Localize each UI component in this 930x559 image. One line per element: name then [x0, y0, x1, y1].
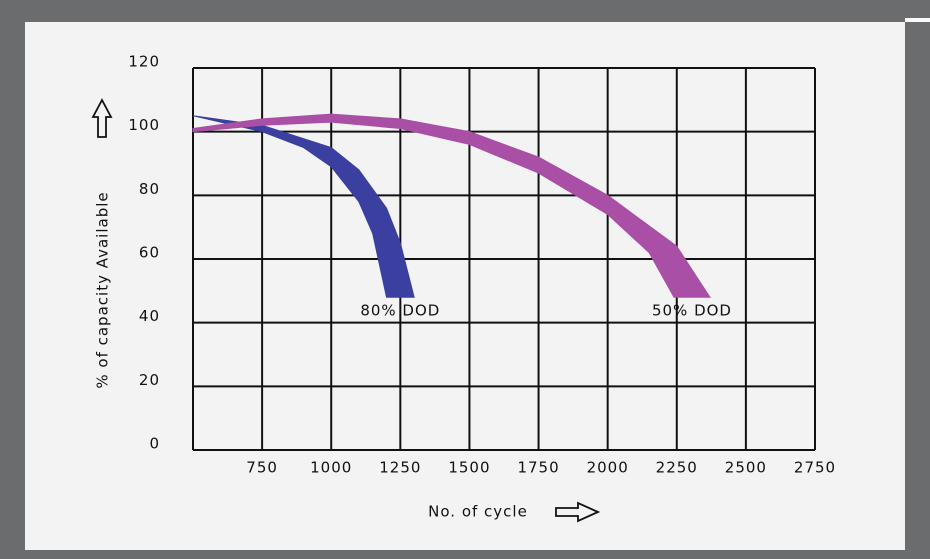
y-arrow: [91, 98, 113, 138]
panel: [25, 22, 905, 550]
y-tick-label: 60: [139, 244, 160, 262]
y-tick-label: 20: [139, 371, 160, 389]
x-tick-label: 1750: [517, 459, 559, 477]
y-tick-label: 40: [139, 307, 160, 325]
x-tick-label: 1500: [448, 459, 490, 477]
x-tick-label: 2750: [794, 459, 836, 477]
x-tick-label: 1000: [310, 459, 352, 477]
x-axis-label: No. of cycle: [428, 503, 528, 521]
series-label: 50% DOD: [652, 302, 732, 320]
x-tick-label: 750: [246, 459, 278, 477]
panel-edge: [905, 18, 930, 22]
x-tick-label: 2500: [725, 459, 767, 477]
y-tick-label: 0: [149, 435, 160, 453]
y-axis-label: % of capacity Available: [94, 191, 112, 388]
series-label: 80% DOD: [360, 302, 440, 320]
x-arrow: [555, 501, 601, 523]
x-tick-label: 2000: [587, 459, 629, 477]
band-area: [192, 115, 415, 298]
y-tick-label: 80: [139, 180, 160, 198]
band-area: [192, 113, 711, 298]
x-tick-label: 2250: [656, 459, 698, 477]
y-tick-label: 120: [128, 53, 160, 71]
x-tick-label: 1250: [379, 459, 421, 477]
y-tick-label: 100: [128, 116, 160, 134]
